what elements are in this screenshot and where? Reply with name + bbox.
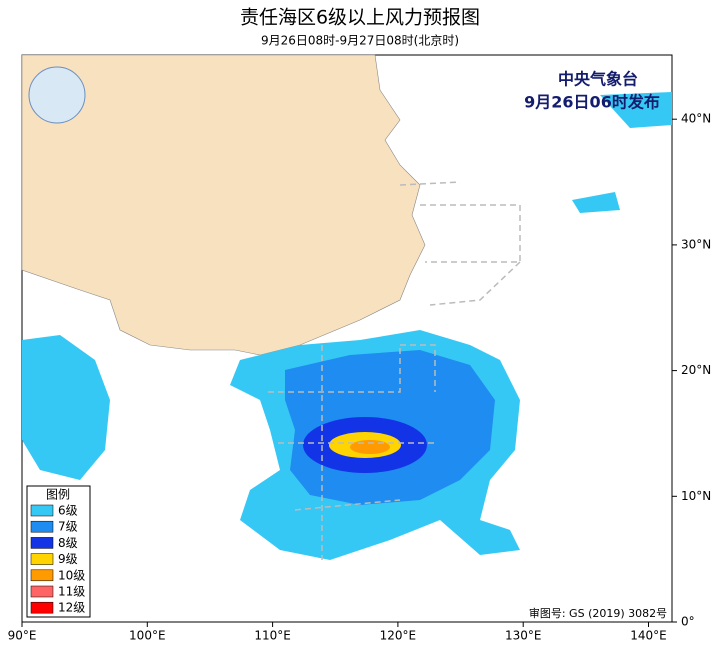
wind-area-10: [350, 440, 390, 454]
legend-swatch: [30, 504, 54, 517]
legend-swatch: [30, 537, 54, 549]
lat-tick-label: 20°N: [681, 363, 711, 377]
approval-number: 审图号: GS (2019) 3082号: [529, 606, 667, 620]
lon-tick-label: 120°E: [380, 629, 417, 643]
title: 责任海区6级以上风力预报图: [240, 7, 480, 29]
lon-tick-label: 110°E: [254, 629, 291, 643]
wind-area-west: [22, 335, 110, 480]
lon-tick-label: 140°E: [630, 629, 667, 643]
legend-label: 7级: [58, 520, 78, 534]
legend-label: 11级: [58, 585, 85, 599]
legend-label: 8级: [58, 536, 78, 550]
lat-tick-label: 0°: [681, 615, 695, 629]
lon-tick-label: 130°E: [505, 629, 542, 643]
legend-swatch: [30, 601, 54, 614]
sea-zones: [268, 181, 521, 560]
agency: 中央气象台: [558, 70, 638, 89]
wind-area-e: [572, 192, 620, 213]
legend-title: 图例: [46, 488, 70, 502]
legend-swatch: [30, 585, 54, 598]
land-china: [21, 54, 426, 356]
subtitle: 9月26日08时-9月27日08时(北京时): [261, 34, 459, 48]
logo: [28, 66, 86, 124]
legend-label: 6级: [58, 504, 78, 518]
legend: 图例 6级 7级 8级 9级 10级 11级 12级: [26, 485, 91, 618]
legend-swatch: [30, 520, 54, 533]
lat-tick-label: 10°N: [681, 489, 711, 503]
issue-time: 9月26日06时发布: [524, 93, 660, 112]
legend-label: 9级: [58, 552, 78, 566]
lon-tick-label: 90°E: [8, 629, 37, 643]
legend-swatch: [30, 569, 54, 582]
lon-tick-label: 100°E: [129, 629, 166, 643]
legend-label: 12级: [58, 601, 85, 615]
wind-area-ne: [600, 92, 672, 128]
lat-tick-label: 30°N: [681, 237, 711, 251]
legend-swatch: [30, 553, 54, 565]
lat-tick-label: 40°N: [681, 112, 711, 126]
map: [21, 54, 673, 623]
axes: 90°E 100°E 110°E 120°E 130°E 140°E 0° 10°N 20°N 3…: [8, 112, 712, 643]
legend-label: 10级: [58, 568, 85, 582]
